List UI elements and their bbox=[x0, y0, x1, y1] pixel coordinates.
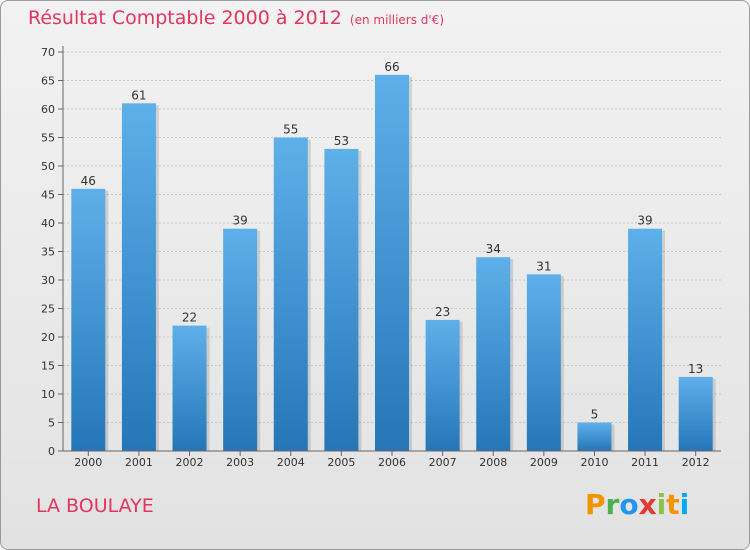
value-label-2000: 46 bbox=[81, 174, 96, 188]
x-tick-label-2012: 2012 bbox=[682, 456, 710, 469]
value-label-2012: 13 bbox=[688, 362, 703, 376]
value-label-2004: 55 bbox=[283, 123, 298, 137]
y-tick-label: 10 bbox=[41, 388, 55, 401]
y-tick-label: 35 bbox=[41, 246, 55, 259]
y-tick-label: 45 bbox=[41, 189, 55, 202]
x-tick-label-2007: 2007 bbox=[429, 456, 457, 469]
value-label-2002: 22 bbox=[182, 311, 197, 325]
y-tick-label: 40 bbox=[41, 217, 55, 230]
value-label-2006: 66 bbox=[384, 60, 399, 74]
logo-letter: P bbox=[585, 488, 606, 521]
logo-letter: i bbox=[656, 488, 667, 521]
bar-2002[interactable] bbox=[172, 325, 207, 451]
bar-2003[interactable] bbox=[223, 228, 258, 451]
x-tick-label-2002: 2002 bbox=[176, 456, 204, 469]
y-tick-label: 25 bbox=[41, 303, 55, 316]
proxiti-logo[interactable]: Proxiti bbox=[585, 488, 689, 521]
logo-letter: i bbox=[679, 488, 690, 521]
x-tick-label-2006: 2006 bbox=[378, 456, 406, 469]
chart-title: Résultat Comptable 2000 à 2012 (en millie… bbox=[28, 7, 444, 29]
bar-2012[interactable] bbox=[678, 376, 713, 451]
y-tick-label: 60 bbox=[41, 103, 55, 116]
value-label-2010: 5 bbox=[591, 408, 599, 422]
logo-letter: t bbox=[666, 488, 680, 521]
x-tick-label-2004: 2004 bbox=[277, 456, 305, 469]
y-tick-label: 20 bbox=[41, 331, 55, 344]
location-name: LA BOULAYE bbox=[36, 495, 154, 517]
y-tick-label: 0 bbox=[48, 445, 55, 458]
y-tick-label: 65 bbox=[41, 75, 55, 88]
bar-2004[interactable] bbox=[273, 137, 308, 452]
bar-2000[interactable] bbox=[71, 188, 106, 452]
y-tick-label: 15 bbox=[41, 360, 55, 373]
bar-2005[interactable] bbox=[324, 148, 359, 451]
bar-2009[interactable] bbox=[526, 274, 561, 451]
x-tick-label-2008: 2008 bbox=[479, 456, 507, 469]
chart-title-unit: (en milliers d'€) bbox=[349, 13, 445, 27]
logo-letter: o bbox=[619, 488, 639, 521]
bar-2010[interactable] bbox=[577, 422, 612, 452]
bar-2008[interactable] bbox=[476, 257, 511, 451]
logo-letter: x bbox=[638, 488, 657, 521]
y-tick-label: 5 bbox=[48, 417, 55, 430]
value-label-2005: 53 bbox=[334, 134, 349, 148]
bar-2007[interactable] bbox=[425, 319, 460, 451]
y-tick-label: 70 bbox=[41, 46, 55, 59]
x-tick-label-2009: 2009 bbox=[530, 456, 558, 469]
logo-letter: r bbox=[605, 488, 620, 521]
x-tick-label-2001: 2001 bbox=[125, 456, 153, 469]
chart-title-main: Résultat Comptable 2000 à 2012 bbox=[28, 7, 342, 29]
bar-2006[interactable] bbox=[375, 74, 409, 452]
x-tick-label-2003: 2003 bbox=[226, 456, 254, 469]
value-label-2003: 39 bbox=[233, 214, 248, 228]
value-label-2007: 23 bbox=[435, 305, 450, 319]
bar-2001[interactable] bbox=[121, 103, 156, 452]
y-tick-label: 50 bbox=[41, 160, 55, 173]
y-tick-label: 30 bbox=[41, 274, 55, 287]
bar-2011[interactable] bbox=[628, 228, 663, 451]
value-label-2011: 39 bbox=[637, 214, 652, 228]
value-label-2008: 34 bbox=[486, 242, 501, 256]
x-tick-label-2000: 2000 bbox=[74, 456, 102, 469]
value-label-2009: 31 bbox=[536, 259, 551, 273]
x-tick-label-2010: 2010 bbox=[580, 456, 608, 469]
x-tick-label-2005: 2005 bbox=[327, 456, 355, 469]
y-tick-label: 55 bbox=[41, 132, 55, 145]
value-label-2001: 61 bbox=[131, 88, 146, 102]
x-tick-label-2011: 2011 bbox=[631, 456, 659, 469]
